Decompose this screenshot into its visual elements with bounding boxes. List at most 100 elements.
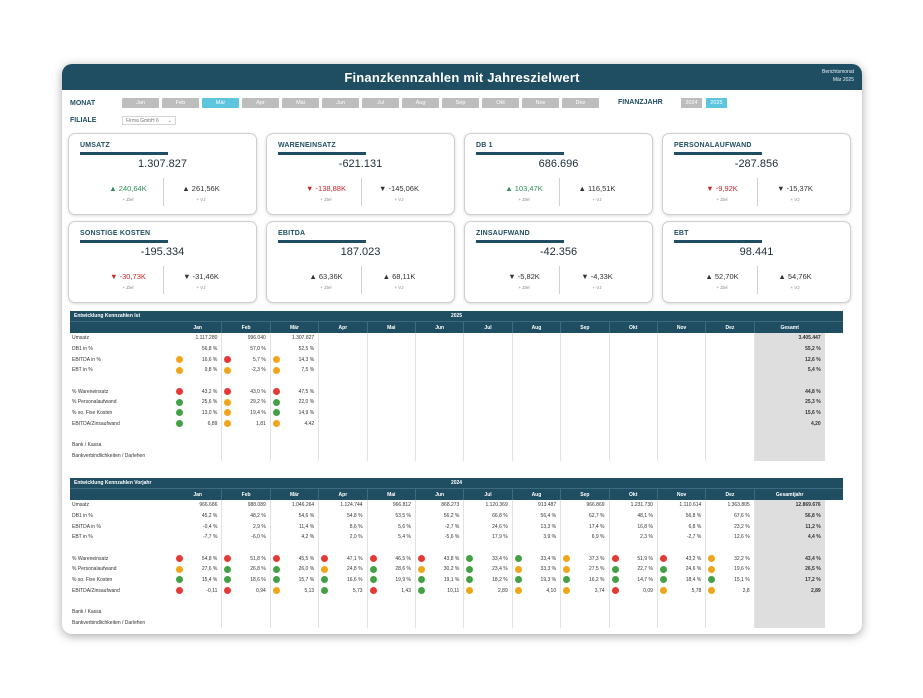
table-cell: [271, 542, 320, 554]
kpi-vs-prior-year: ▼ -4,33K: [581, 272, 613, 281]
status-dot-icon: [417, 565, 425, 573]
branch-select[interactable]: Firma GmbH 6 ⌄: [122, 116, 176, 125]
month-button-12[interactable]: Dez: [562, 98, 599, 108]
table-cell: [368, 617, 416, 629]
month-button-7[interactable]: Jul: [362, 98, 399, 108]
table-cell: [561, 542, 610, 554]
table-cell: 22,7 %: [610, 564, 658, 575]
table-row: Bank / Kassa: [70, 439, 843, 451]
table-cell: [610, 617, 658, 629]
status-dot-icon: [272, 420, 280, 427]
row-total: 5,4 %: [754, 365, 825, 376]
cell-value: 28,6 %: [395, 566, 411, 573]
table-cell: [464, 375, 513, 387]
status-dot-icon: [369, 576, 377, 584]
month-button-3[interactable]: Mär: [202, 98, 239, 108]
table-cell: 43,0 %: [222, 386, 271, 398]
cell-value: 1.120.369: [485, 502, 508, 509]
month-button-4[interactable]: Apr: [242, 98, 279, 108]
table-cell: 966.812: [368, 500, 416, 511]
table-cell: [706, 429, 755, 440]
table-cell: 9,8 %: [174, 365, 223, 376]
kpi-value: -287.856: [734, 158, 779, 170]
table-cell: 1,43: [368, 585, 416, 597]
month-button-11[interactable]: Nov: [522, 98, 559, 108]
month-button-6[interactable]: Jun: [322, 98, 359, 108]
row-label: Umsatz: [72, 502, 89, 509]
table-cell: 10,11: [416, 585, 465, 597]
table-title: Entwicklung Kennzahlen Vorjahr: [74, 480, 152, 486]
status-dot-icon: [224, 387, 232, 395]
table-cell: [706, 397, 755, 408]
table-cell: [561, 606, 610, 618]
table-cell: [610, 397, 658, 408]
table-cell: 8,6 %: [319, 521, 368, 533]
kpi-underline: [80, 152, 168, 155]
kpi-vs-prior-year-label: + VJ: [196, 285, 206, 290]
table-cell: [368, 407, 416, 419]
table-cell: 52,5 %: [271, 343, 320, 355]
cell-value: 6,9 %: [591, 534, 605, 541]
row-total: 15,6 %: [754, 407, 825, 419]
row-label: EBITDA/Zinsaufwand: [72, 420, 120, 427]
status-dot-icon: [224, 565, 232, 573]
table-row: EBITDA/Zinsaufwand 6,89 1,81 4,42 4,20: [70, 418, 843, 430]
table-cell: [368, 606, 416, 618]
status-dot-icon: [176, 565, 183, 573]
kpi-vs-prior-year-label: + VJ: [394, 285, 404, 290]
table-cell: [658, 596, 707, 607]
table-cell: 16,2 %: [561, 574, 610, 586]
row-label: % so. Fixe Kosten: [72, 410, 113, 417]
table-cell: [416, 617, 465, 629]
month-filter: MONAT Jan Feb Mär Apr Mai Jun Jul Aug Sep Okt Nov D…: [70, 97, 602, 109]
month-header-6: Jun: [416, 489, 465, 500]
row-label: EBT in %: [72, 534, 93, 541]
table-cell: 25,6 %: [174, 397, 223, 408]
cell-value: 23,4 %: [492, 566, 508, 573]
cell-value: 2,8: [742, 587, 750, 594]
kpi-vs-prior-year: ▲ 68,11K: [382, 272, 416, 281]
table-year: 2024: [450, 480, 463, 486]
month-header-11: Nov: [658, 322, 707, 333]
month-button-2[interactable]: Feb: [162, 98, 199, 108]
table-cell: 6,9 %: [561, 532, 610, 543]
table-cell: [368, 439, 416, 451]
table-cell: [610, 333, 658, 344]
status-dot-icon: [321, 565, 329, 573]
kpi-vs-target-label: + Ziel: [518, 285, 530, 290]
month-button-1[interactable]: Jan: [122, 98, 159, 108]
year-button-2025[interactable]: 2025: [706, 98, 727, 108]
month-button-8[interactable]: Aug: [402, 98, 439, 108]
table-cell: 18,6 %: [222, 574, 271, 586]
kpi-card-db-1: DB 1 686.696 ▲ 103,47K ▲ 116,51K + Ziel + VJ: [464, 133, 653, 215]
table-row: DB1 in % 56,8 % 57,0 % 52,5 % 55,2 %: [70, 343, 843, 355]
total-header: Gesamtjahr: [754, 489, 825, 500]
kpi-vs-target: ▲ 103,47K: [505, 184, 543, 193]
table-cell: [319, 450, 368, 462]
table-cell: 33,3 %: [513, 564, 562, 575]
table-row: EBT in % 9,8 % -2,3 % 7,5 % 5,4 %: [70, 365, 843, 376]
table-cell: [561, 429, 610, 440]
table-cell: [319, 397, 368, 408]
table-cell: 48,2 %: [222, 510, 271, 522]
year-button-2024[interactable]: 2024: [681, 98, 702, 108]
table-cell: 24,6 %: [464, 521, 513, 533]
status-dot-icon: [224, 587, 232, 594]
table-cell: [658, 542, 707, 554]
status-dot-icon: [224, 576, 232, 584]
table-cell: [464, 407, 513, 419]
row-total: [754, 617, 825, 629]
table-row: % Personalaufwand 27,6 % 26,8 % 26,0 % 24,8 …: [70, 564, 843, 575]
table-cell: 37,3 %: [561, 553, 610, 565]
cell-value: 48,2 %: [250, 513, 266, 520]
kpi-name: SONSTIGE KOSTEN: [80, 230, 151, 237]
table-cell: [561, 397, 610, 408]
month-button-5[interactable]: Mai: [282, 98, 319, 108]
cell-value: 1,43: [401, 587, 411, 594]
month-button-10[interactable]: Okt: [482, 98, 519, 108]
month-button-9[interactable]: Sep: [442, 98, 479, 108]
cell-value: 1,81: [256, 420, 266, 427]
month-header-5: Mai: [368, 489, 416, 500]
cell-value: 988.089: [247, 502, 266, 509]
cell-value: 1.110.614: [679, 502, 702, 509]
